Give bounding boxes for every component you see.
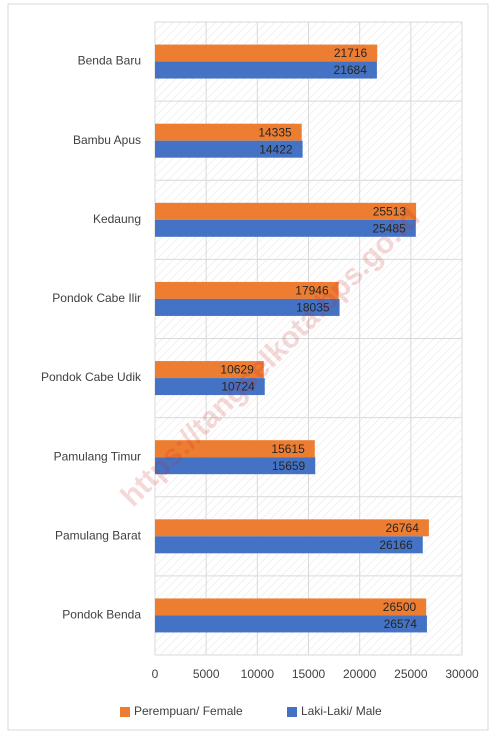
data-label: 15659 — [272, 459, 306, 473]
data-label: 15615 — [271, 442, 305, 456]
bar — [155, 536, 423, 554]
bar — [155, 202, 417, 220]
data-label: 14335 — [258, 125, 292, 139]
legend-label: Laki-Laki/ Male — [301, 704, 382, 718]
y-tick-label: Pamulang Barat — [55, 528, 142, 542]
bar — [155, 598, 427, 616]
y-tick-label: Pamulang Timur — [54, 449, 141, 463]
legend-swatch — [287, 707, 297, 717]
data-label: 26166 — [379, 538, 413, 552]
y-tick-label: Benda Baru — [78, 54, 141, 68]
data-label: 10724 — [221, 380, 255, 394]
y-tick-label: Pondok Benda — [62, 608, 141, 622]
bar — [155, 44, 378, 62]
bar — [155, 140, 303, 158]
x-tick-label: 15000 — [292, 667, 326, 681]
legend-swatch — [120, 707, 130, 717]
data-label: 26500 — [383, 600, 417, 614]
data-label: 21684 — [334, 63, 368, 77]
data-label: 17946 — [295, 284, 329, 298]
data-label: 26574 — [384, 617, 418, 631]
bar — [155, 457, 316, 475]
bar — [155, 219, 416, 237]
bar — [155, 361, 264, 379]
data-label: 26764 — [386, 521, 420, 535]
y-tick-label: Pondok Cabe Ilir — [52, 291, 141, 305]
x-tick-label: 5000 — [193, 667, 220, 681]
data-label: 21716 — [334, 46, 368, 60]
y-tick-label: Bambu Apus — [73, 133, 141, 147]
data-label: 25485 — [372, 221, 406, 235]
x-tick-label: 20000 — [343, 667, 377, 681]
bar — [155, 615, 427, 633]
bar — [155, 440, 315, 458]
bar — [155, 61, 377, 79]
x-tick-label: 0 — [152, 667, 159, 681]
legend-label: Perempuan/ Female — [134, 704, 243, 718]
x-tick-label: 25000 — [394, 667, 428, 681]
bar — [155, 519, 429, 537]
y-tick-label: Kedaung — [93, 212, 141, 226]
data-label: 18035 — [296, 301, 330, 315]
data-label: 10629 — [220, 363, 254, 377]
y-tick-label: Pondok Cabe Udik — [41, 370, 142, 384]
bar — [155, 281, 339, 299]
bar — [155, 298, 340, 316]
bar — [155, 378, 265, 396]
x-tick-label: 10000 — [241, 667, 275, 681]
data-label: 25513 — [373, 204, 407, 218]
x-tick-label: 30000 — [445, 667, 479, 681]
data-label: 14422 — [259, 142, 293, 156]
bar — [155, 123, 302, 141]
